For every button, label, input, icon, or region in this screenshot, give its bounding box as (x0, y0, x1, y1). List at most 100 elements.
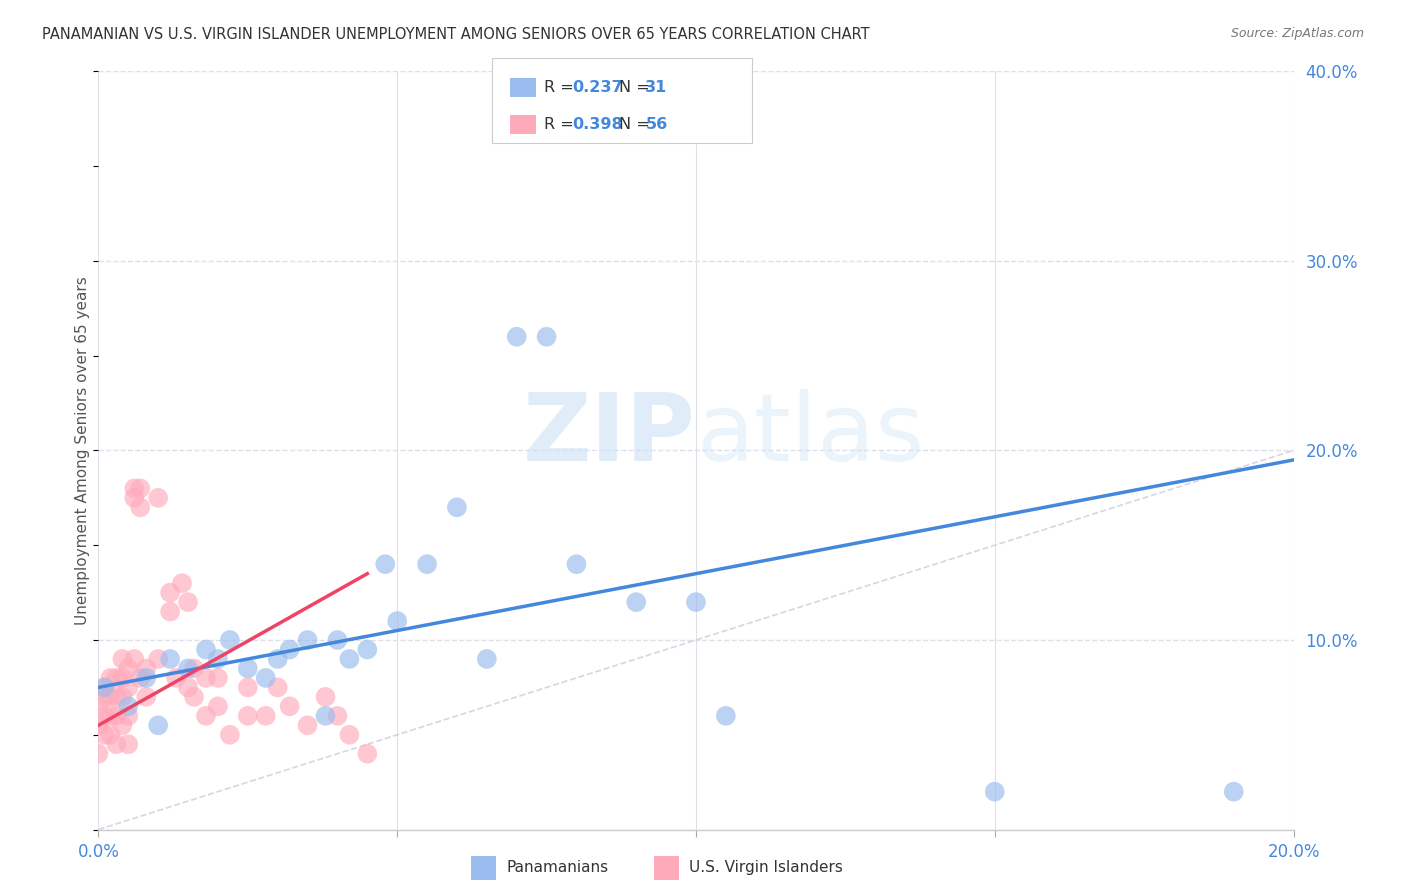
Point (207, 652, 229, 666)
Point (105, 737, 128, 751)
Point (374, 557, 396, 572)
Point (219, 728, 242, 742)
Point (111, 671, 134, 685)
Point (117, 699, 139, 714)
Text: U.S. Virgin Islanders: U.S. Virgin Islanders (689, 861, 842, 875)
Text: N =: N = (619, 80, 655, 95)
Text: Source: ZipAtlas.com: Source: ZipAtlas.com (1230, 27, 1364, 40)
Point (278, 642, 301, 657)
Point (195, 708, 218, 723)
Point (714, 708, 737, 723)
Point (105, 708, 128, 723)
Point (124, 491, 146, 505)
Point (356, 747, 378, 761)
Point (267, 652, 290, 666)
Point (297, 718, 319, 732)
Point (626, 595, 648, 609)
Point (446, 500, 468, 515)
Point (111, 652, 134, 666)
Point (117, 708, 139, 723)
Point (177, 681, 200, 695)
Point (1223, 785, 1246, 799)
Y-axis label: Unemployment Among Seniors over 65 years: Unemployment Among Seniors over 65 years (75, 277, 90, 624)
Point (267, 681, 290, 695)
Point (195, 671, 218, 685)
Point (236, 708, 259, 723)
Point (219, 633, 242, 648)
Point (148, 491, 170, 505)
Point (98, 708, 122, 723)
Point (207, 671, 229, 685)
Text: ZIP: ZIP (523, 389, 696, 482)
Point (135, 690, 157, 704)
Point (356, 642, 378, 657)
Text: 0.398: 0.398 (572, 117, 623, 132)
Point (278, 699, 301, 714)
Point (165, 671, 187, 685)
Point (135, 671, 157, 685)
Text: R =: R = (544, 80, 579, 95)
Point (129, 500, 152, 515)
Point (87, 747, 110, 761)
Point (98, 690, 122, 704)
Point (984, 785, 1007, 799)
Point (207, 699, 229, 714)
Point (385, 614, 409, 628)
Point (105, 690, 128, 704)
Point (87, 718, 110, 732)
Point (124, 652, 146, 666)
Point (93, 681, 115, 695)
Point (416, 557, 439, 572)
Point (326, 708, 349, 723)
Point (129, 482, 152, 496)
Point (183, 661, 205, 675)
Text: atlas: atlas (696, 389, 924, 482)
Text: PANAMANIAN VS U.S. VIRGIN ISLANDER UNEMPLOYMENT AMONG SENIORS OVER 65 YEARS CORR: PANAMANIAN VS U.S. VIRGIN ISLANDER UNEMP… (42, 27, 870, 42)
Point (87, 699, 110, 714)
Point (98, 728, 122, 742)
Point (236, 681, 259, 695)
Point (339, 728, 361, 742)
Point (111, 690, 134, 704)
Point (159, 652, 181, 666)
Point (326, 633, 349, 648)
Point (129, 671, 152, 685)
Point (315, 708, 337, 723)
Point (475, 652, 498, 666)
Point (339, 652, 361, 666)
Point (183, 690, 205, 704)
Point (117, 737, 139, 751)
Point (177, 661, 200, 675)
Point (135, 661, 157, 675)
Point (254, 708, 277, 723)
Text: Panamanians: Panamanians (506, 861, 609, 875)
Point (506, 330, 529, 344)
Point (177, 595, 200, 609)
Text: R =: R = (544, 117, 579, 132)
Point (148, 652, 170, 666)
Point (98, 671, 122, 685)
Point (297, 633, 319, 648)
Point (117, 661, 139, 675)
Point (536, 330, 558, 344)
Point (565, 557, 588, 572)
Point (195, 642, 218, 657)
Point (124, 482, 146, 496)
Point (172, 576, 194, 591)
Point (685, 595, 707, 609)
Text: N =: N = (619, 117, 655, 132)
Point (159, 605, 181, 619)
Point (159, 585, 181, 599)
Point (93, 708, 115, 723)
Point (254, 671, 277, 685)
Point (148, 718, 170, 732)
Point (93, 728, 115, 742)
Point (105, 671, 128, 685)
Point (93, 690, 115, 704)
Point (236, 661, 259, 675)
Text: 31: 31 (645, 80, 668, 95)
Point (111, 718, 134, 732)
Point (93, 681, 115, 695)
Text: 0.237: 0.237 (572, 80, 623, 95)
Point (315, 690, 337, 704)
